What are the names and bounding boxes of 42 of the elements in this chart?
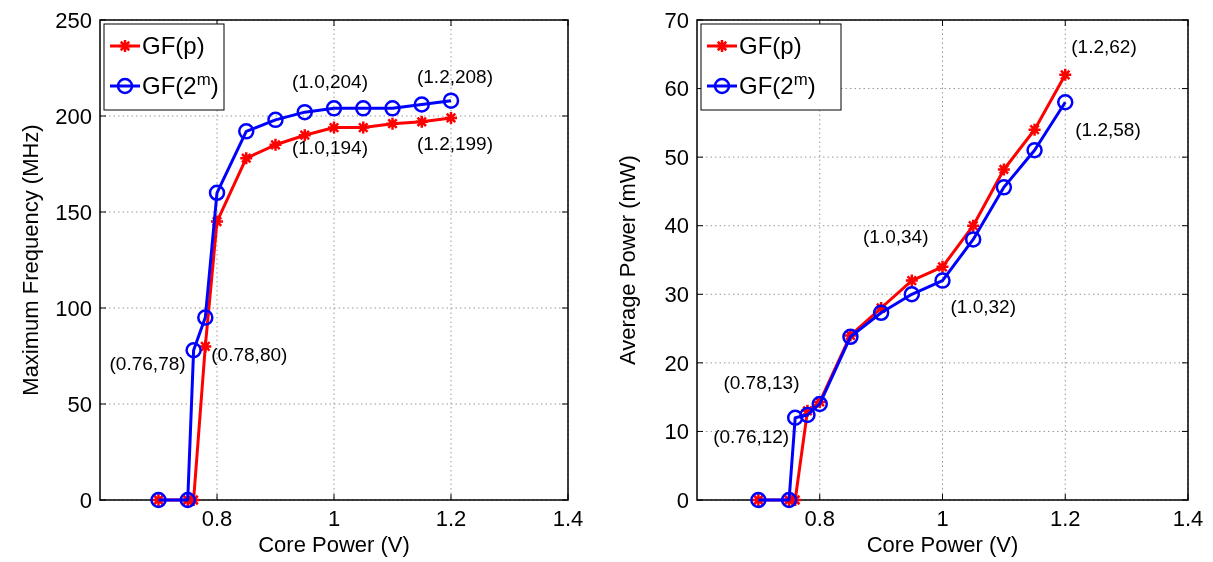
annotation: (1.0,194) — [291, 136, 369, 158]
x-tick-label: 1.2 — [1049, 506, 1081, 531]
annotation: (1.2,62) — [1071, 35, 1137, 57]
y-tick-label: 250 — [55, 7, 92, 33]
x-tick-label: 1.4 — [1172, 506, 1204, 531]
x-tick-label: 1.4 — [552, 506, 584, 531]
y-tick-label: 10 — [664, 419, 689, 445]
y-tick-label: 50 — [664, 144, 689, 170]
x-axis-title: Core Power (V) — [866, 532, 1019, 557]
legend-label: GF(2$^{m}$) — [739, 69, 816, 100]
annotation: (1.0,204) — [291, 71, 369, 93]
legend-label: GF(p) — [739, 32, 802, 60]
y-tick-label: 150 — [55, 199, 92, 225]
x-axis-title: Core Power (V) — [258, 532, 410, 557]
y-tick-label: 0 — [79, 487, 92, 513]
annotation: (1.2,199) — [416, 132, 494, 154]
annotation: (0.76,12) — [713, 425, 790, 447]
annotation: (0.76,78) — [109, 353, 186, 375]
x-tick-label: 1 — [936, 506, 949, 531]
legend-label: GF(p) — [142, 32, 205, 60]
annotation: (1.0,32) — [950, 295, 1016, 317]
y-tick-label: 20 — [664, 350, 689, 376]
annotation: (0.78,13) — [723, 371, 800, 393]
annotation: (0.78,80) — [211, 344, 288, 366]
legend-label: GF(2$^{m}$) — [142, 69, 219, 100]
annotation: (1.2,58) — [1075, 119, 1141, 141]
y-tick-label: 0 — [676, 487, 689, 513]
y-tick-label: 70 — [664, 7, 689, 33]
y-axis-title: Average Power (mW) — [615, 155, 640, 365]
y-tick-label: 200 — [55, 103, 92, 129]
x-tick-label: 1.2 — [435, 506, 467, 531]
x-tick-label: 0.8 — [804, 506, 836, 531]
y-tick-label: 50 — [67, 391, 92, 417]
x-tick-label: 1 — [327, 506, 341, 531]
y-axis-title: Maximum Frequency (MHz) — [18, 124, 43, 396]
annotation: (1.2,208) — [416, 65, 494, 87]
y-tick-label: 40 — [664, 213, 689, 239]
y-tick-label: 30 — [664, 281, 689, 307]
y-tick-label: 60 — [664, 76, 689, 102]
x-tick-label: 0.8 — [201, 506, 233, 531]
annotation: (1.0,34) — [863, 225, 929, 247]
y-tick-label: 100 — [55, 295, 92, 321]
